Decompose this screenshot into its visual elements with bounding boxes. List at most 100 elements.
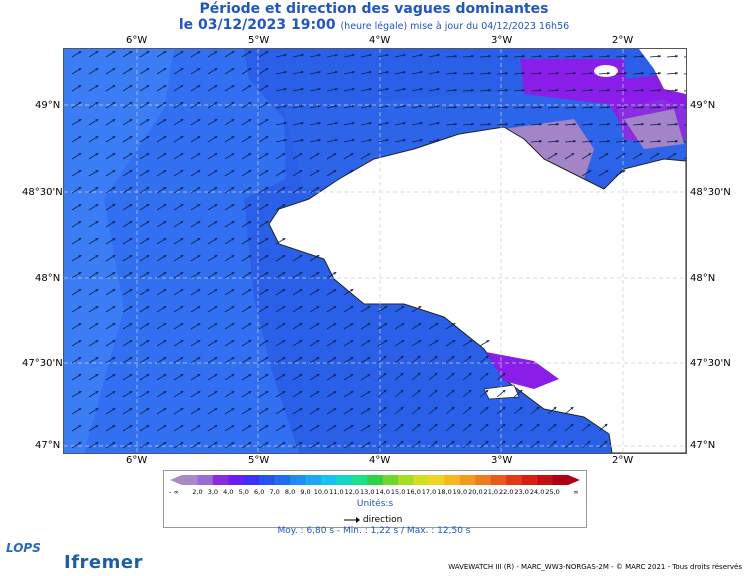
direction-arrowhead: [214, 221, 218, 224]
direction-arrowhead: [95, 289, 99, 292]
direction-arrowhead: [468, 423, 472, 427]
direction-arrowhead: [265, 119, 269, 122]
direction-arrowhead: [417, 406, 421, 410]
direction-arrowhead: [573, 54, 576, 58]
direction-arrowhead: [197, 204, 201, 207]
direction-arrowhead: [658, 71, 661, 75]
direction-arrowhead: [350, 340, 354, 343]
direction-arrowhead: [265, 323, 269, 326]
direction-arrowhead: [604, 440, 608, 444]
direction-arrowhead: [624, 71, 627, 75]
direction-arrowhead: [282, 170, 286, 173]
unit-label: Unités:s: [356, 499, 394, 509]
direction-arrowhead: [283, 70, 287, 74]
direction-arrowhead: [129, 221, 133, 224]
direction-arrowhead: [112, 119, 116, 122]
direction-arrowhead: [95, 102, 99, 105]
direction-arrowhead: [282, 272, 286, 275]
direction-arrowhead: [488, 122, 491, 126]
direction-arrowhead: [385, 104, 389, 108]
direction-arrowhead: [231, 51, 235, 54]
direction-arrowhead: [214, 51, 218, 54]
direction-arrowhead: [112, 153, 116, 156]
direction-arrowhead: [180, 374, 184, 377]
direction-arrowhead: [112, 187, 116, 190]
direction-arrowhead: [570, 406, 574, 410]
direction-arrowhead: [95, 408, 99, 411]
colorbar-tick-label: 16,0: [406, 488, 421, 496]
direction-arrowhead: [248, 323, 252, 326]
direction-arrowhead: [468, 440, 472, 444]
direction-arrowhead: [78, 391, 82, 394]
direction-arrowhead: [197, 187, 201, 190]
direction-arrowhead: [78, 170, 82, 173]
direction-arrowhead: [112, 272, 116, 275]
direction-arrowhead: [163, 306, 167, 309]
direction-arrowhead: [214, 102, 218, 105]
lon-label-top-5w: 5°W: [248, 35, 270, 46]
direction-arrowhead: [231, 204, 235, 207]
direction-arrowhead: [248, 85, 252, 88]
direction-arrowhead: [180, 442, 184, 445]
direction-arrowhead: [316, 187, 320, 190]
wave-map[interactable]: [63, 48, 687, 454]
direction-arrowhead: [231, 374, 235, 377]
direction-arrowhead: [214, 374, 218, 377]
direction-arrow: [683, 157, 686, 160]
direction-arrowhead: [163, 119, 167, 122]
direction-arrowhead: [78, 85, 82, 88]
colorbar-swatch: [490, 475, 507, 485]
direction-arrowhead: [265, 153, 269, 156]
direction-arrowhead: [607, 54, 610, 58]
direction-arrow: [683, 73, 686, 75]
direction-arrowhead: [248, 408, 252, 411]
island-guernsey: [594, 65, 618, 77]
direction-arrowhead: [112, 357, 116, 360]
direction-arrowhead: [95, 357, 99, 360]
direction-arrowhead: [214, 238, 218, 241]
direction-arrowhead: [197, 272, 201, 275]
direction-arrowhead: [129, 391, 133, 394]
direction-arrowhead: [197, 442, 201, 445]
direction-arrowhead: [436, 70, 440, 74]
direction-arrowhead: [485, 389, 489, 393]
direction-arrowhead: [605, 170, 609, 173]
direction-arrowhead: [214, 306, 218, 309]
direction-arrowhead: [214, 340, 218, 343]
direction-arrowhead: [385, 70, 389, 74]
direction-arrowhead: [95, 272, 99, 275]
direction-arrowhead: [605, 153, 609, 156]
direction-arrowhead: [248, 425, 252, 428]
direction-arrowhead: [78, 306, 82, 309]
direction-arrowhead: [350, 289, 354, 292]
direction-arrowhead: [384, 323, 388, 326]
direction-arrowhead: [502, 423, 506, 427]
direction-arrowhead: [180, 425, 184, 428]
direction-arrowhead: [231, 391, 235, 394]
direction-arrowhead: [368, 87, 372, 91]
direction-arrow: [683, 90, 686, 92]
direction-arrowhead: [383, 389, 387, 393]
direction-arrowhead: [435, 340, 439, 343]
direction-arrowhead: [539, 71, 542, 75]
direction-arrowhead: [163, 51, 167, 54]
direction-arrowhead: [468, 406, 472, 410]
direction-arrowhead: [334, 70, 338, 74]
colorbar-swatch: [320, 475, 337, 485]
direction-arrowhead: [658, 139, 661, 143]
direction-arrowhead: [95, 204, 99, 207]
direction-arrowhead: [639, 153, 643, 156]
direction-arrowhead: [317, 104, 321, 108]
direction-arrowhead: [95, 136, 99, 139]
direction-arrowhead: [78, 136, 82, 139]
direction-arrowhead: [383, 406, 387, 410]
direction-arrowhead: [641, 105, 644, 109]
direction-arrowhead: [556, 54, 559, 58]
direction-arrowhead: [146, 238, 150, 241]
direction-arrowhead: [590, 122, 593, 126]
direction-arrowhead: [163, 136, 167, 139]
direction-arrowhead: [231, 153, 235, 156]
direction-arrowhead: [146, 408, 150, 411]
direction-arrowhead: [468, 372, 472, 376]
direction-arrowhead: [78, 408, 82, 411]
